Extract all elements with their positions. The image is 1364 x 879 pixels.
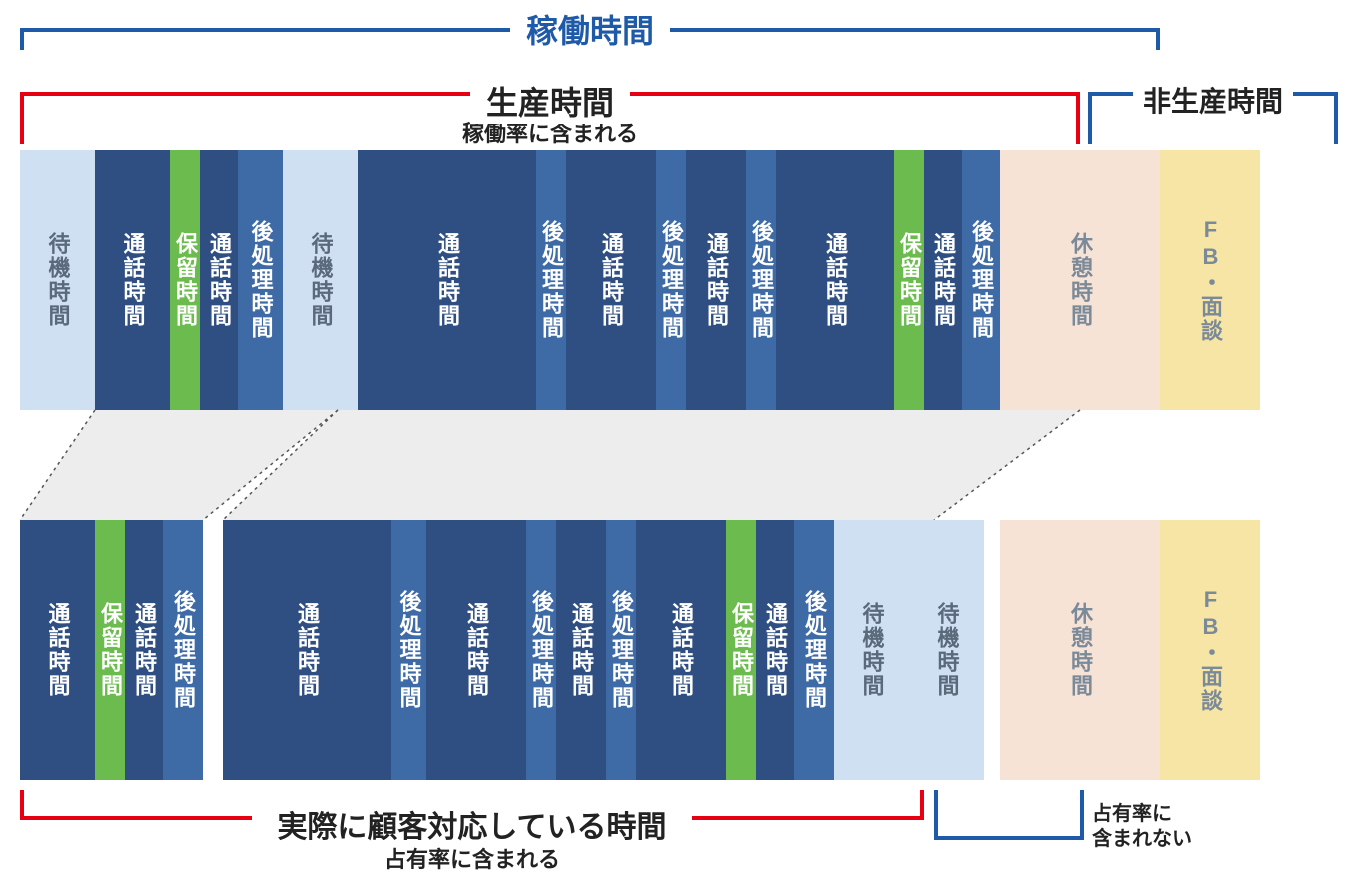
segment-label: 後処理時間 — [745, 220, 777, 340]
segment-break: 休憩時間 — [1000, 520, 1160, 780]
segment-hold: 保留時間 — [726, 520, 756, 780]
segment-hold: 保留時間 — [95, 520, 125, 780]
segment-label: FB・面談 — [1194, 217, 1226, 343]
segment-talk: 通話時間 — [636, 520, 726, 780]
segment-after: 後処理時間 — [163, 520, 203, 780]
segment-label: 保留時間 — [169, 232, 201, 328]
segment-hold: 保留時間 — [170, 150, 200, 410]
segment-label: 休憩時間 — [1064, 602, 1096, 698]
title-actual-handling: 実際に顧客対応している時間 — [252, 802, 692, 846]
timeline-row-bottom: 通話時間保留時間通話時間後処理時間通話時間後処理時間通話時間後処理時間通話時間後… — [20, 520, 1260, 780]
segment-fb: FB・面談 — [1160, 520, 1260, 780]
segment-label: 後処理時間 — [655, 220, 687, 340]
segment-after: 後処理時間 — [606, 520, 636, 780]
segment-label: 待機時間 — [42, 232, 74, 328]
segment-label: 後処理時間 — [167, 590, 199, 710]
segment-hold: 保留時間 — [894, 150, 924, 410]
segment-wait: 待機時間 — [283, 150, 358, 410]
segment-label: 通話時間 — [128, 602, 160, 698]
note-not-in-occ-line1: 占有率に — [1092, 803, 1172, 825]
segment-wait: 待機時間 — [909, 520, 984, 780]
segment-label: 後処理時間 — [605, 590, 637, 710]
segment-label: 通話時間 — [927, 232, 959, 328]
segment-after: 後処理時間 — [656, 150, 686, 410]
segment-label: 通話時間 — [700, 232, 732, 328]
segment-label: 後処理時間 — [525, 590, 557, 710]
segment-label: 通話時間 — [42, 602, 74, 698]
segment-label: FB・面談 — [1194, 587, 1226, 713]
segment-label: 保留時間 — [725, 602, 757, 698]
segment-after: 後処理時間 — [962, 150, 1000, 410]
segment-label: 保留時間 — [893, 232, 925, 328]
segment-talk: 通話時間 — [125, 520, 163, 780]
segment-fb: FB・面談 — [1160, 150, 1260, 410]
segment-label: 通話時間 — [431, 232, 463, 328]
segment-talk: 通話時間 — [200, 150, 238, 410]
segment-gap — [203, 520, 223, 780]
bracket-not-in-occupancy — [934, 790, 1084, 840]
segment-talk: 通話時間 — [95, 150, 170, 410]
segment-talk: 通話時間 — [426, 520, 526, 780]
segment-label: 後処理時間 — [798, 590, 830, 710]
segment-talk: 通話時間 — [20, 520, 95, 780]
segment-after: 後処理時間 — [526, 520, 556, 780]
segment-label: 後処理時間 — [535, 220, 567, 340]
note-not-in-occ-line2: 含まれない — [1092, 828, 1192, 850]
segment-talk: 通話時間 — [756, 520, 794, 780]
segment-talk: 通話時間 — [556, 520, 606, 780]
segment-break: 休憩時間 — [1000, 150, 1160, 410]
segment-talk: 通話時間 — [223, 520, 391, 780]
segment-label: 通話時間 — [595, 232, 627, 328]
diagram-stage: 稼働時間 生産時間 稼働率に含まれる 非生産時間 待機時間通話時間保留時間通話時… — [0, 0, 1364, 879]
segment-after: 後処理時間 — [391, 520, 426, 780]
segment-label: 通話時間 — [759, 602, 791, 698]
segment-after: 後処理時間 — [794, 520, 834, 780]
segment-label: 通話時間 — [565, 602, 597, 698]
segment-talk: 通話時間 — [566, 150, 656, 410]
segment-label: 待機時間 — [856, 602, 888, 698]
segment-talk: 通話時間 — [924, 150, 962, 410]
segment-label: 保留時間 — [94, 602, 126, 698]
segment-talk: 通話時間 — [358, 150, 536, 410]
segment-after: 後処理時間 — [238, 150, 283, 410]
segment-label: 待機時間 — [305, 232, 337, 328]
segment-gap — [984, 520, 1000, 780]
segment-label: 通話時間 — [460, 602, 492, 698]
segment-label: 通話時間 — [203, 232, 235, 328]
segment-label: 通話時間 — [117, 232, 149, 328]
segment-label: 待機時間 — [931, 602, 963, 698]
segment-wait: 待機時間 — [20, 150, 95, 410]
segment-label: 通話時間 — [291, 602, 323, 698]
segment-label: 後処理時間 — [245, 220, 277, 340]
segment-label: 後処理時間 — [965, 220, 997, 340]
title-operating-time: 稼働時間 — [510, 6, 670, 52]
segment-talk: 通話時間 — [776, 150, 894, 410]
segment-label: 通話時間 — [665, 602, 697, 698]
title-productive-time: 生産時間 — [470, 78, 630, 124]
segment-after: 後処理時間 — [536, 150, 566, 410]
segment-talk: 通話時間 — [686, 150, 746, 410]
segment-label: 後処理時間 — [393, 590, 425, 710]
title-non-productive-time: 非生産時間 — [1133, 80, 1293, 120]
segment-wait: 待機時間 — [834, 520, 909, 780]
segment-label: 休憩時間 — [1064, 232, 1096, 328]
segment-after: 後処理時間 — [746, 150, 776, 410]
subtitle-included-in-occ: 占有率に含まれる — [20, 842, 924, 874]
segment-label: 通話時間 — [819, 232, 851, 328]
note-not-in-occupancy: 占有率に 含まれない — [1092, 802, 1232, 852]
timeline-row-top: 待機時間通話時間保留時間通話時間後処理時間待機時間通話時間後処理時間通話時間後処… — [20, 150, 1260, 410]
